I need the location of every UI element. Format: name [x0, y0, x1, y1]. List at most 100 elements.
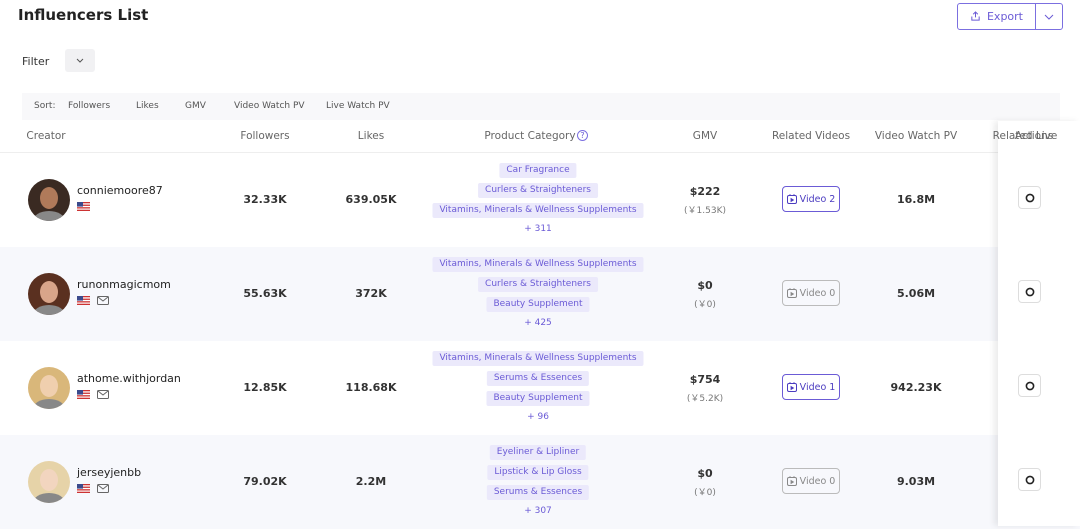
mail-icon[interactable]	[97, 296, 109, 305]
category-tag: Beauty Supplement	[486, 297, 590, 312]
filter-dropdown[interactable]	[65, 49, 95, 72]
sort-bar: Sort: Followers Likes GMV Video Watch PV…	[22, 93, 1060, 120]
followers: 32.33K	[243, 193, 287, 206]
video-watch-pv: 16.8M	[896, 193, 936, 206]
column-header: Actions	[1014, 130, 1054, 142]
followers: 55.63K	[243, 287, 287, 300]
category-tag: Lipstick & Lip Gloss	[487, 465, 589, 480]
table-row: runonmagicmom 55.63K 372K Vitamins, Mineral…	[0, 247, 1080, 341]
video-label: Video 0	[799, 475, 836, 487]
avatar-face	[33, 281, 65, 315]
creator-icons	[77, 296, 109, 305]
video-watch-pv: 5.06M	[896, 287, 936, 300]
video-label: Video 1	[799, 381, 836, 393]
video-icon	[786, 194, 797, 204]
avatar-face	[33, 375, 65, 409]
column-header: Likes	[357, 130, 385, 142]
creator-name[interactable]: jerseyjenbb	[77, 466, 142, 479]
column-header: Creator	[26, 130, 66, 142]
sort-option[interactable]: Video Watch PV	[234, 101, 305, 111]
sort-label: Sort:	[34, 101, 56, 111]
category-tag: Curlers & Straighteners	[478, 183, 598, 198]
column-header: Related Videos	[771, 130, 851, 142]
action-button[interactable]	[1018, 468, 1041, 491]
gmv-cny: (￥5.2K)	[686, 394, 724, 404]
table-body: conniemoore87 32.33K 639.05K Car Fragrance C…	[0, 153, 1080, 529]
gmv: $0	[697, 279, 713, 292]
creator-name[interactable]: athome.withjordan	[77, 372, 181, 385]
export-label: Export	[986, 10, 1023, 23]
more-categories[interactable]: + 311	[524, 224, 552, 234]
likes: 2.2M	[355, 475, 387, 488]
sort-option[interactable]: Live Watch PV	[326, 101, 390, 111]
column-header: Related Live	[992, 130, 1058, 142]
video-button[interactable]: Video 2	[782, 186, 840, 212]
creator-icons	[77, 390, 109, 399]
mail-icon[interactable]	[97, 390, 109, 399]
mail-icon[interactable]	[97, 484, 109, 493]
followers: 79.02K	[243, 475, 287, 488]
likes: 639.05K	[345, 193, 397, 206]
avatar	[28, 179, 70, 221]
video-icon	[786, 288, 797, 298]
column-header: GMV	[692, 130, 718, 142]
avatar	[28, 367, 70, 409]
more-categories[interactable]: + 425	[524, 318, 552, 328]
export-icon	[971, 11, 980, 21]
actions-column	[998, 121, 1080, 526]
video-icon	[786, 382, 797, 392]
table-row: conniemoore87 32.33K 639.05K Car Fragrance C…	[0, 153, 1080, 247]
export-button[interactable]: Export	[957, 3, 1036, 30]
sort-option[interactable]: Followers	[68, 101, 111, 111]
column-header: Followers	[240, 130, 290, 142]
table-row: athome.withjordan 12.85K 118.68K Vitamins, …	[0, 341, 1080, 435]
video-icon	[786, 476, 797, 486]
sort-option[interactable]: GMV	[185, 101, 206, 111]
header-divider	[0, 152, 1080, 153]
more-categories[interactable]: + 96	[527, 412, 549, 422]
creator-icons	[77, 484, 109, 493]
video-label: Video 2	[799, 193, 836, 205]
help-icon[interactable]: ?	[577, 130, 588, 141]
creator-name[interactable]: runonmagicmom	[77, 278, 171, 291]
us-flag	[77, 390, 90, 399]
chevron	[1044, 14, 1054, 20]
filter-label: Filter	[22, 55, 50, 68]
us-flag	[77, 202, 90, 211]
action-icon	[1025, 287, 1034, 296]
video-watch-pv: 9.03M	[896, 475, 936, 488]
action-button[interactable]	[1018, 280, 1041, 303]
action-icon	[1025, 381, 1034, 390]
video-label: Video 0	[799, 287, 836, 299]
avatar-face	[33, 187, 65, 221]
creator-name[interactable]: conniemoore87	[77, 184, 163, 197]
video-button[interactable]: Video 1	[782, 374, 840, 400]
action-button[interactable]	[1018, 374, 1041, 397]
action-icon	[1025, 193, 1034, 202]
column-header: Video Watch PV	[874, 130, 958, 142]
page-title: Influencers List	[18, 6, 149, 24]
action-button[interactable]	[1018, 186, 1041, 209]
video-watch-pv: 942.23K	[890, 381, 942, 394]
video-button[interactable]: Video 0	[782, 280, 840, 306]
sort-option[interactable]: Likes	[136, 101, 159, 111]
us-flag	[77, 484, 90, 493]
table-row: jerseyjenbb 79.02K 2.2M Eyeliner & Lipliner…	[0, 435, 1080, 529]
action-icon	[1025, 475, 1034, 484]
likes: 118.68K	[345, 381, 397, 394]
followers: 12.85K	[243, 381, 287, 394]
video-button[interactable]: Video 0	[782, 468, 840, 494]
category-tag: Serums & Essences	[486, 371, 590, 386]
category-tag: Vitamins, Minerals & Wellness Supplement…	[432, 257, 644, 272]
creator-icons	[77, 202, 90, 211]
more-categories[interactable]: + 307	[524, 506, 552, 516]
gmv-cny: (￥1.53K)	[684, 206, 726, 216]
category-tag: Serums & Essences	[486, 485, 590, 500]
category-tag: Vitamins, Minerals & Wellness Supplement…	[432, 203, 644, 218]
avatar	[28, 461, 70, 503]
export-dropdown[interactable]	[1035, 3, 1063, 30]
column-header: Product Category	[484, 130, 576, 142]
avatar-face	[33, 469, 65, 503]
category-tag: Curlers & Straighteners	[478, 277, 598, 292]
